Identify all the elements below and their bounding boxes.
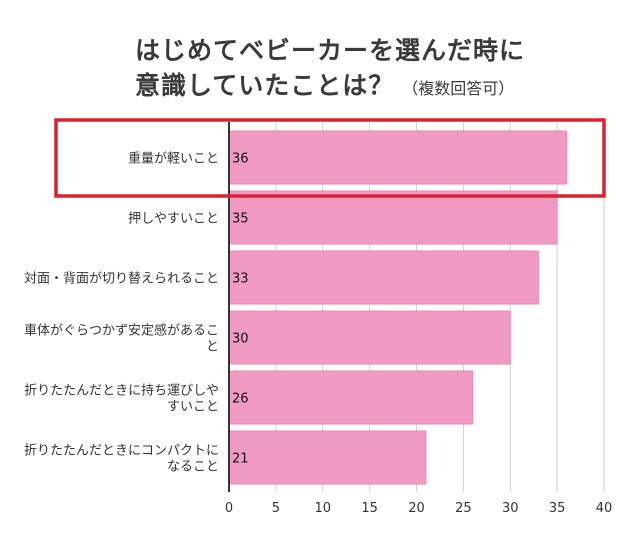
x-tick-label: 40 xyxy=(596,501,613,516)
data-label: 26 xyxy=(232,392,249,407)
data-label: 36 xyxy=(232,152,249,167)
x-tick-label: 30 xyxy=(502,501,519,516)
data-label: 30 xyxy=(232,332,249,347)
y-tick-label: 折りたたんだときに持ち運びしや xyxy=(24,384,219,399)
data-label: 33 xyxy=(232,272,249,287)
y-tick-label: 折りたたんだときにコンパクトに xyxy=(24,444,219,459)
bars xyxy=(228,130,567,485)
x-tick-label: 20 xyxy=(408,501,425,516)
x-tick-label: 25 xyxy=(455,501,472,516)
y-tick-label: 車体がぐらつかず安定感があるこ xyxy=(24,323,219,339)
x-tick-label: 35 xyxy=(549,501,566,516)
highlight-frame xyxy=(54,118,606,198)
y-tick-label: なること xyxy=(167,460,219,475)
bar xyxy=(228,310,511,365)
x-tick-label: 15 xyxy=(361,501,378,516)
x-tick-label: 10 xyxy=(314,501,331,516)
x-tick-label: 5 xyxy=(272,501,280,516)
y-tick-label: すいこと xyxy=(167,400,219,415)
bar xyxy=(228,130,567,185)
highlight xyxy=(54,118,606,198)
y-tick-label: 押しやすいこと xyxy=(128,212,219,227)
chart-title-line1: はじめてベビーカーを選んだ時に xyxy=(135,31,640,67)
bar xyxy=(228,370,474,425)
y-tick-label: 重量が軽いこと xyxy=(128,151,219,167)
data-label: 35 xyxy=(232,212,249,227)
bar xyxy=(228,430,427,485)
chart-title-line1-text: はじめてベビーカーを選んだ時に xyxy=(135,36,526,65)
x-tick-label: 0 xyxy=(225,501,233,516)
bar xyxy=(228,250,539,305)
data-label: 21 xyxy=(232,452,249,467)
labels: 0 5 10 15 20 25 30 35 40 36 重量が軽いこと 35 押しやすいこと 33 対面・背… xyxy=(24,151,612,517)
y-tick-label: 対面・背面が切り替えられること xyxy=(24,272,219,287)
bar xyxy=(228,190,558,245)
chart-title-line2-text: 意識していたことは？ xyxy=(135,71,395,100)
chart-title-note: （複数回答可） xyxy=(402,79,515,98)
chart-title-line2: 意識していたことは？ （複数回答可） xyxy=(135,66,640,102)
y-tick-label: と xyxy=(206,340,219,355)
